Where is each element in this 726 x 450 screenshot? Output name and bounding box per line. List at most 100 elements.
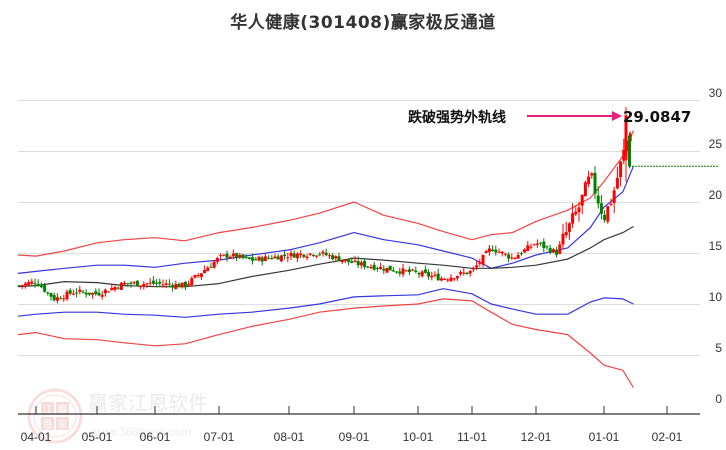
candle-up (91, 292, 95, 295)
watermark-url: www.360gann.com (89, 425, 191, 439)
candle-up (110, 287, 114, 291)
candle-down (151, 280, 155, 284)
candle-down (414, 270, 418, 273)
candle-up (481, 254, 485, 265)
candle-down (81, 291, 85, 293)
watermark: 江 赢 恩 家 赢家江恩软件 www.360gann.com (27, 388, 208, 444)
candle-up (145, 283, 149, 285)
x-tick-label: 08-01 (274, 430, 305, 444)
candle-down (36, 283, 40, 286)
candle-up (523, 249, 527, 253)
candle-up (334, 256, 338, 259)
candle-up (551, 249, 555, 253)
candle-down (491, 249, 495, 252)
candle-up (475, 265, 479, 268)
candle-down (171, 285, 175, 288)
candle-up (503, 253, 507, 255)
candle-up (327, 255, 331, 257)
candle-down (158, 281, 162, 284)
candle-down (347, 259, 351, 262)
candle-up (321, 251, 325, 254)
candle-up (379, 266, 383, 270)
candle-up (583, 182, 587, 197)
candle-down (388, 265, 392, 271)
seal-char: 赢 (58, 403, 68, 416)
x-tick-label: 10-01 (403, 430, 434, 444)
candle-up (577, 207, 581, 213)
candle-up (462, 272, 466, 274)
candle-down (52, 295, 56, 301)
candle-up (107, 291, 111, 293)
candle-down (244, 256, 248, 258)
candle-down (331, 255, 335, 260)
candle-down (417, 273, 421, 275)
candle-down (126, 283, 130, 285)
candle-up (78, 289, 82, 292)
candle-up (471, 268, 475, 270)
x-tick-label: 11-01 (457, 430, 487, 444)
channel-bands (17, 130, 634, 388)
candle-down (366, 266, 370, 268)
candle-down (407, 269, 411, 273)
candle-down (423, 269, 427, 273)
candle-up (609, 204, 613, 206)
candle-down (507, 254, 511, 259)
candle-up (340, 260, 344, 263)
y-tick-label: 15 (709, 239, 723, 253)
y-tick-label: 0 (715, 392, 722, 406)
candle-up (615, 177, 619, 189)
candle-down (94, 291, 98, 294)
candle-down (382, 268, 386, 271)
arrow-right-icon (612, 111, 622, 121)
candle-up (516, 255, 520, 259)
candle-down (372, 264, 376, 270)
candle-down (84, 292, 88, 295)
candle-up (257, 256, 261, 261)
candle-up (343, 259, 347, 262)
candle-up (606, 206, 610, 222)
candle-down (555, 250, 559, 255)
candle-down (593, 172, 597, 194)
candle-down (283, 254, 287, 257)
y-tick-label: 25 (709, 137, 723, 151)
candle-down (46, 292, 50, 294)
candle-down (324, 252, 328, 256)
candle-up (487, 248, 491, 252)
y-tick-label: 20 (709, 188, 723, 202)
seal-char: 恩 (43, 419, 53, 431)
candle-up (624, 115, 628, 157)
candle-up (190, 278, 194, 286)
candle-up (299, 253, 303, 256)
candle-up (459, 272, 463, 275)
candle-up (196, 274, 200, 277)
y-tick-label: 10 (709, 290, 723, 304)
candle-down (356, 260, 360, 266)
candle-up (279, 255, 283, 262)
candle-up (587, 176, 591, 185)
candle-down (545, 246, 549, 248)
candle-down (363, 261, 367, 268)
candle-up (161, 284, 165, 286)
watermark-text: 赢家江恩软件 (88, 391, 208, 415)
candle-up (238, 254, 242, 258)
candle-down (75, 292, 79, 294)
x-tick-label: 01-01 (589, 430, 620, 444)
candle-up (468, 270, 472, 274)
candle-up (449, 277, 453, 282)
candle-down (337, 256, 341, 262)
candle-down (375, 267, 379, 269)
candle-down (599, 203, 603, 214)
candle-up (430, 275, 434, 278)
candle-up (571, 213, 575, 224)
y-tick-label: 30 (709, 86, 723, 100)
x-tick-label: 07-01 (204, 430, 235, 444)
candle-up (164, 283, 168, 285)
candle-up (561, 233, 565, 245)
candle-down (251, 257, 255, 261)
candle-up (612, 190, 616, 204)
candle-up (55, 297, 59, 301)
candle-up (142, 283, 146, 287)
candle-down (350, 261, 354, 263)
seal-char: 家 (58, 418, 68, 431)
candle-down (254, 259, 258, 261)
